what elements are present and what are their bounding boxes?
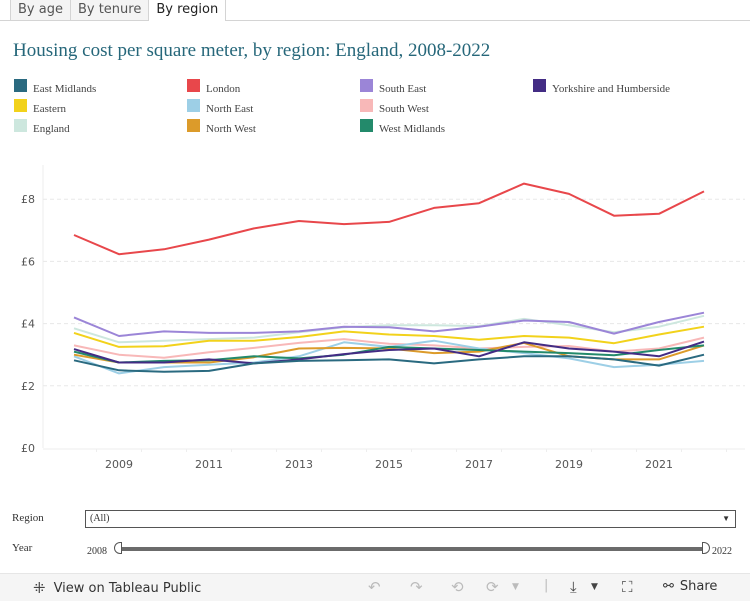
x-tick-label: 2017 [465,458,493,471]
legend-label: North East [206,103,254,115]
redo-icon[interactable]: ↷ [410,578,423,596]
legend-label: North West [206,123,256,135]
legend-label: East Midlands [33,83,97,95]
legend-item[interactable]: England [14,119,70,135]
series-line-eastern [73,325,705,348]
share-icon: ⚯ [663,579,674,594]
legend-item[interactable]: Eastern [14,99,66,115]
legend-item[interactable]: North West [187,119,256,135]
tab-by-tenure[interactable]: By tenure [69,0,149,20]
view-on-tableau-link[interactable]: ⁜ View on Tableau Public [33,579,201,597]
series-line-east-midlands [73,353,705,373]
legend-item[interactable]: London [187,79,240,95]
year-filter-label: Year [12,542,33,554]
y-tick-label: £8 [21,193,35,206]
download-dropdown-icon[interactable]: ▼ [591,582,598,592]
legend-label: West Midlands [379,123,446,135]
legend-swatch [187,79,200,92]
y-tick-label: £4 [21,318,35,331]
y-tick-label: £6 [21,255,35,268]
legend-swatch [187,119,200,132]
series-line-england [73,314,705,344]
x-tick-label: 2021 [645,458,673,471]
region-filter-label: Region [12,512,44,524]
region-select[interactable]: (All) ▼ [85,510,736,528]
legend-swatch [360,79,373,92]
legend-item[interactable]: Yorkshire and Humberside [533,79,670,95]
year-slider-min-handle[interactable] [114,542,122,554]
tab-by-region[interactable]: By region [148,0,227,21]
region-select-value: (All) [90,513,110,524]
year-max-value: 2022 [712,546,732,557]
legend-label: South East [379,83,427,95]
legend-item[interactable]: South West [360,99,429,115]
legend-item[interactable]: East Midlands [14,79,96,95]
y-tick-label: £0 [21,442,35,455]
legend-swatch [14,119,27,132]
legend-swatch [533,79,546,92]
x-tick-label: 2013 [285,458,313,471]
series-line-yorkshire-and-humberside [73,340,705,365]
line-chart: £0 £2 £4 £6 £8 2009 2011 2013 2015 2017 2019 2021 [21,165,745,471]
download-icon[interactable]: ⤓ [570,578,577,596]
refresh-dropdown-icon[interactable]: ▼ [512,582,519,592]
y-tick-label: £2 [21,380,35,393]
share-label: Share [679,579,718,594]
tableau-logo-icon: ⁜ [33,579,46,597]
legend-label: London [206,83,241,95]
divider: | [544,578,549,593]
legend-swatch [14,79,27,92]
tab-bar: By age By tenure By region [0,0,750,21]
refresh-icon[interactable]: ⟳ [486,578,499,596]
share-button[interactable]: ⚯ Share [663,579,717,594]
legend-item[interactable]: North East [187,99,253,115]
legend-swatch [14,99,27,112]
year-slider-track[interactable] [118,547,706,551]
series-line-south-east [73,311,705,337]
legend-item[interactable]: West Midlands [360,119,445,135]
tableau-toolbar: ⁜ View on Tableau Public ↶ ↷ ⟲ ⟳ ▼ | ⤓ ▼… [0,573,750,601]
series-line-london [73,182,705,256]
legend-label: Yorkshire and Humberside [552,83,671,95]
legend-swatch [360,119,373,132]
year-min-value: 2008 [87,546,107,557]
legend-label: South West [379,103,429,115]
tab-by-age[interactable]: By age [10,0,70,20]
legend-item[interactable]: South East [360,79,426,95]
x-tick-label: 2011 [195,458,223,471]
legend-label: Eastern [33,103,66,115]
chevron-down-icon: ▼ [722,514,730,523]
legend-swatch [360,99,373,112]
view-on-tableau-label: View on Tableau Public [53,580,202,596]
year-slider-max-handle[interactable] [702,542,710,554]
revert-icon[interactable]: ⟲ [451,578,464,596]
x-tick-label: 2009 [105,458,133,471]
fullscreen-icon[interactable]: ⛶ [622,578,633,596]
legend-label: England [33,123,70,135]
x-tick-label: 2015 [375,458,403,471]
undo-icon[interactable]: ↶ [368,578,381,596]
x-tick-label: 2019 [555,458,583,471]
legend-swatch [187,99,200,112]
chart-title: Housing cost per square meter, by region… [13,40,491,61]
